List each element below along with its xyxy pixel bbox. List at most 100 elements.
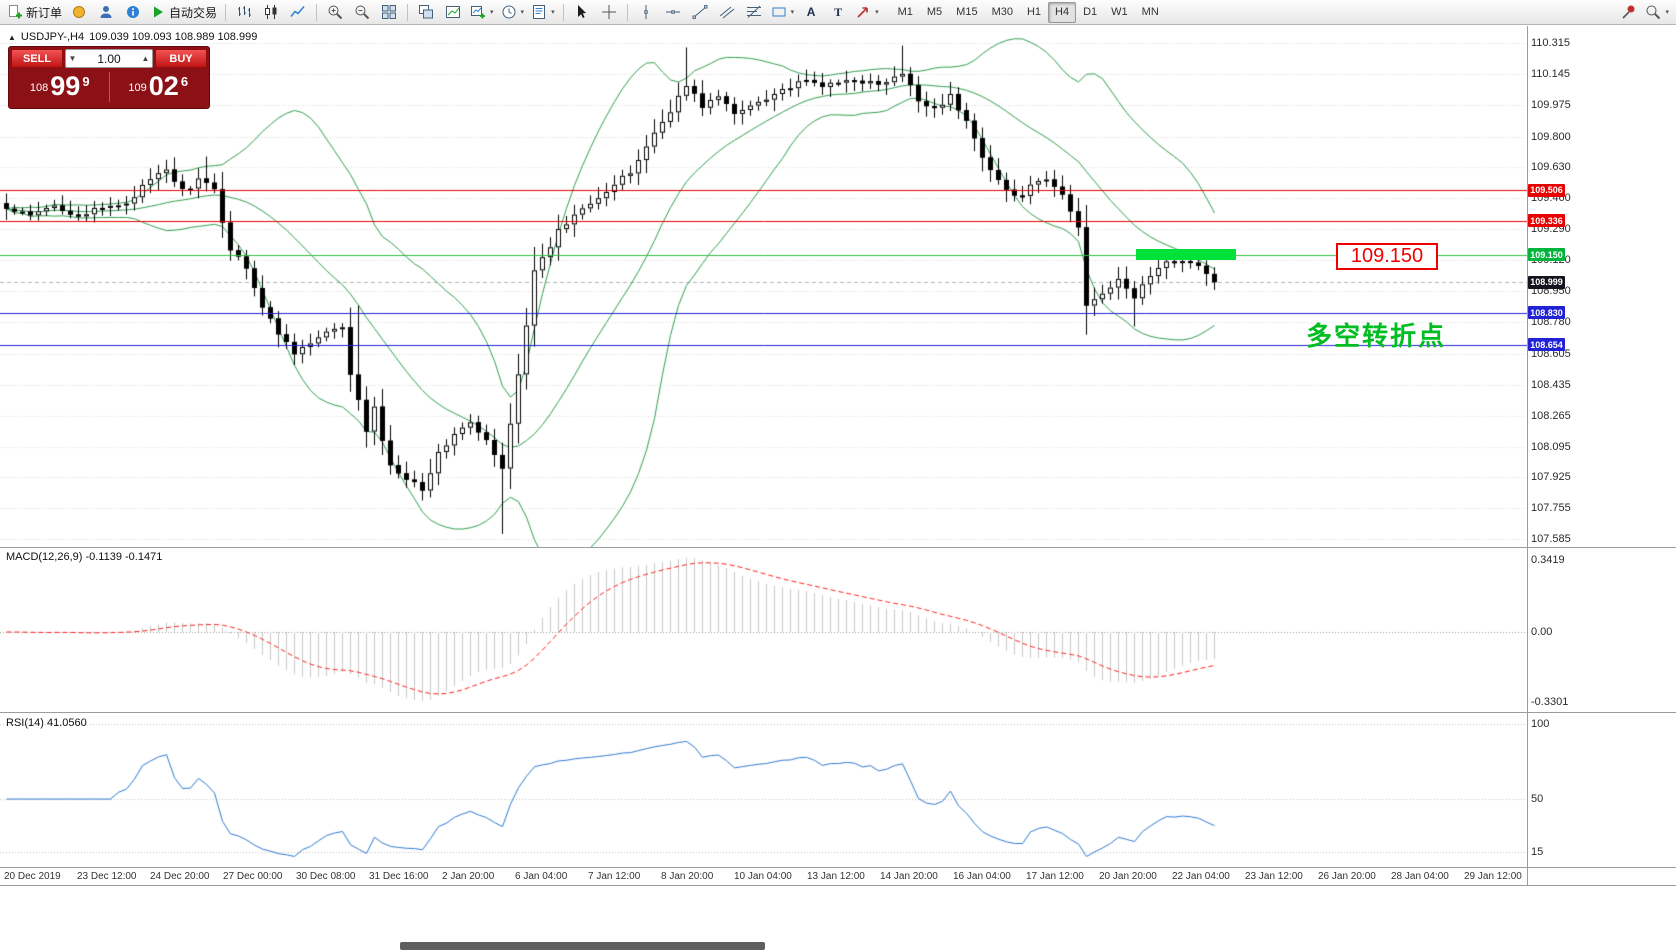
tile-windows-button[interactable] [376, 2, 402, 23]
toolbar-separator [407, 3, 409, 21]
time-axis-label: 23 Jan 12:00 [1245, 871, 1303, 882]
gold-button[interactable] [66, 2, 92, 23]
price-scale-label: 108.435 [1531, 378, 1571, 391]
template-icon [531, 4, 547, 20]
time-axis-label: 17 Jan 12:00 [1026, 871, 1084, 882]
zoom-out-icon [354, 4, 370, 20]
candle-chart-icon [263, 4, 279, 20]
timeframe-m15[interactable]: M15 [956, 5, 978, 18]
macd-panel-canvas[interactable] [0, 548, 1527, 712]
info-button[interactable] [120, 2, 146, 23]
new-chart-button[interactable]: ▾ [467, 2, 497, 23]
zoom-in-button[interactable] [322, 2, 348, 23]
collapse-triangle-icon[interactable]: ▲ [8, 32, 16, 42]
panel-divider [0, 867, 1676, 868]
timeframe-switcher: M1 M5 M15 M30 H1 H4 D1 W1 MN [891, 1, 1166, 23]
doc-plus-icon [7, 4, 23, 20]
time-axis-label: 29 Jan 12:00 [1464, 871, 1522, 882]
profile-button[interactable] [93, 2, 119, 23]
timeframe-w1[interactable]: W1 [1111, 5, 1128, 18]
main-chart-canvas[interactable] [0, 26, 1527, 547]
horizontal-line-button[interactable] [660, 2, 686, 23]
text-icon: A [806, 5, 816, 19]
vertical-line-button[interactable] [633, 2, 659, 23]
toolbar-separator [316, 3, 318, 21]
timeframe-h1[interactable]: H1 [1026, 5, 1042, 18]
sell-price[interactable]: 108 99 9 [11, 70, 109, 102]
label-button[interactable]: T [825, 2, 851, 23]
level-price-badge: 109.336 [1528, 214, 1565, 228]
timeframe-m1[interactable]: M1 [897, 5, 913, 18]
pin-button[interactable] [1616, 2, 1642, 23]
rsi-label: RSI(14) 41.0560 [6, 717, 87, 729]
turning-point-text[interactable]: 多空转折点 [1306, 321, 1447, 351]
volume-increase-button[interactable]: ▲ [141, 54, 150, 63]
bid-price-badge: 108.999 [1528, 275, 1565, 289]
new-order-button[interactable]: 新订单 [4, 2, 65, 23]
chevron-down-icon: ▾ [520, 9, 525, 16]
channel-button[interactable] [714, 2, 740, 23]
horizontal-scrollbar-thumb[interactable] [400, 942, 765, 950]
bar-chart-icon [236, 4, 252, 20]
volume-decrease-button[interactable]: ▼ [68, 54, 77, 63]
chevron-down-icon: ▾ [551, 9, 555, 16]
time-axis-label: 30 Dec 08:00 [296, 871, 356, 882]
price-scale-label: 110.145 [1531, 67, 1570, 80]
macd-scale-label: 0.3419 [1531, 553, 1565, 566]
auto-arrange-button[interactable] [413, 2, 439, 23]
trendline-icon [692, 4, 708, 20]
buy-price-big-figure: 109 [128, 81, 147, 94]
cursor-icon [574, 4, 590, 20]
toolbar-separator [225, 3, 227, 21]
auto-trading-button[interactable]: 自动交易 [147, 2, 220, 23]
bar-chart-button[interactable] [231, 2, 257, 23]
price-level-callout[interactable]: 109.150 [1336, 243, 1438, 270]
price-divider [108, 72, 110, 102]
time-axis-label: 31 Dec 16:00 [369, 871, 429, 882]
cursor-button[interactable] [569, 2, 595, 23]
candle-chart-button[interactable] [258, 2, 284, 23]
trendline-button[interactable] [687, 2, 713, 23]
volume-input[interactable] [79, 50, 139, 67]
price-scale-label: 108.265 [1531, 409, 1571, 422]
arrows-button[interactable]: ▾ [852, 2, 882, 23]
time-axis-label: 20 Jan 20:00 [1099, 871, 1157, 882]
buy-price-fraction: 6 [180, 73, 189, 89]
sell-price-pips: 99 [50, 70, 81, 101]
search-button[interactable]: ▾ [1642, 2, 1672, 23]
rsi-panel-canvas[interactable] [0, 713, 1527, 867]
fibonacci-button[interactable] [741, 2, 767, 23]
ohlc-values: 109.039 109.093 108.989 108.999 [89, 31, 258, 43]
timeframe-h4[interactable]: H4 [1048, 1, 1077, 23]
text-button[interactable]: A [798, 2, 824, 23]
macd-scale-label: -0.3301 [1531, 695, 1569, 708]
panel-divider[interactable] [0, 712, 1676, 713]
line-chart-icon [290, 4, 306, 20]
zoom-out-button[interactable] [349, 2, 375, 23]
price-scale-label: 107.925 [1531, 471, 1571, 484]
periods-button[interactable]: ▾ [498, 2, 528, 23]
crosshair-button[interactable] [596, 2, 622, 23]
timeframe-m30[interactable]: M30 [991, 5, 1013, 18]
templates-button[interactable]: ▾ [528, 2, 558, 23]
timeframe-d1[interactable]: D1 [1083, 5, 1098, 18]
panel-divider[interactable] [0, 547, 1676, 548]
track-chart-button[interactable] [440, 2, 466, 23]
volume-control: ▼ ▲ [65, 49, 153, 68]
sell-button[interactable]: SELL [11, 49, 63, 68]
timeframe-m5[interactable]: M5 [926, 5, 943, 18]
price-scale-label: 107.755 [1531, 502, 1571, 515]
clock-icon [501, 4, 517, 20]
buy-button[interactable]: BUY [155, 49, 207, 68]
buy-price[interactable]: 109 02 6 [110, 72, 208, 102]
support-highlight-rectangle[interactable] [1136, 249, 1236, 260]
price-scale-label: 109.630 [1531, 161, 1571, 174]
price-scale-border [1527, 26, 1528, 885]
toolbar-separator [626, 3, 628, 21]
price-scale-label: 110.315 [1531, 36, 1570, 49]
timeframe-mn[interactable]: MN [1141, 5, 1159, 18]
profile-icon [98, 4, 114, 20]
shapes-button[interactable]: ▾ [768, 2, 798, 23]
level-price-badge: 108.654 [1528, 338, 1565, 352]
line-chart-button[interactable] [285, 2, 311, 23]
